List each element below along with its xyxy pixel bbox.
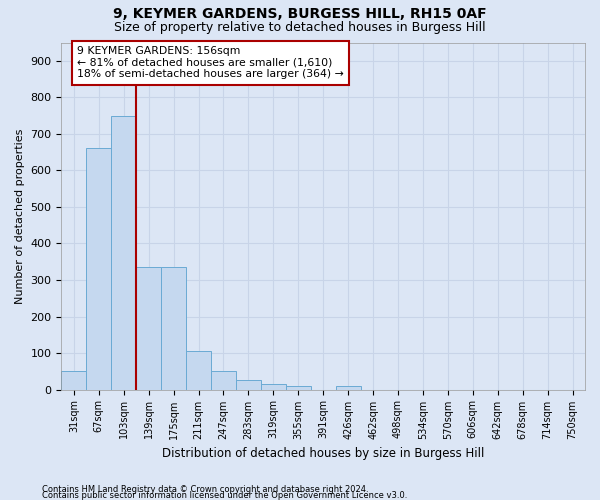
- Bar: [335, 386, 361, 390]
- Bar: [111, 116, 136, 390]
- Text: 9 KEYMER GARDENS: 156sqm
← 81% of detached houses are smaller (1,610)
18% of sem: 9 KEYMER GARDENS: 156sqm ← 81% of detach…: [77, 46, 344, 79]
- Bar: [211, 372, 236, 390]
- Bar: [236, 380, 261, 390]
- Bar: [86, 148, 111, 390]
- Bar: [61, 372, 86, 390]
- Bar: [261, 384, 286, 390]
- Text: 9, KEYMER GARDENS, BURGESS HILL, RH15 0AF: 9, KEYMER GARDENS, BURGESS HILL, RH15 0A…: [113, 8, 487, 22]
- Bar: [161, 267, 186, 390]
- Text: Size of property relative to detached houses in Burgess Hill: Size of property relative to detached ho…: [114, 21, 486, 34]
- Bar: [186, 351, 211, 390]
- Bar: [286, 386, 311, 390]
- Text: Contains HM Land Registry data © Crown copyright and database right 2024.: Contains HM Land Registry data © Crown c…: [42, 484, 368, 494]
- X-axis label: Distribution of detached houses by size in Burgess Hill: Distribution of detached houses by size …: [162, 447, 484, 460]
- Y-axis label: Number of detached properties: Number of detached properties: [15, 128, 25, 304]
- Text: Contains public sector information licensed under the Open Government Licence v3: Contains public sector information licen…: [42, 490, 407, 500]
- Bar: [136, 267, 161, 390]
